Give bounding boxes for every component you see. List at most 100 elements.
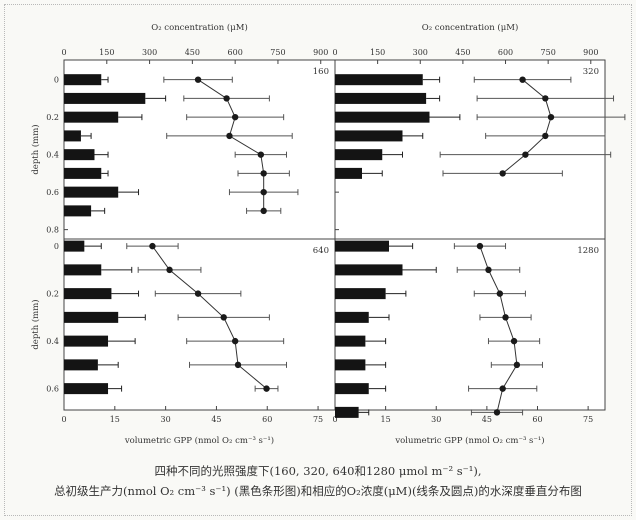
gpp-bar xyxy=(335,149,382,160)
o2-point xyxy=(499,170,505,176)
gpp-bar xyxy=(335,336,365,347)
gpp-tick-label: 75 xyxy=(313,415,323,424)
gpp-bar xyxy=(335,312,369,323)
gpp-bar xyxy=(335,112,430,123)
o2-point xyxy=(232,114,238,120)
o2-axis-label: O₂ concentration (μM) xyxy=(422,22,519,33)
o2-tick-label: 150 xyxy=(99,48,114,57)
panel-label-320: 320 xyxy=(583,67,599,77)
panel-label-1280: 1280 xyxy=(577,246,599,256)
gpp-bar xyxy=(335,383,369,394)
y-tick-label: 0.4 xyxy=(46,151,59,160)
y-tick-label: 0 xyxy=(54,76,59,85)
o2-point xyxy=(485,267,491,273)
gpp-bar xyxy=(64,359,98,370)
o2-point xyxy=(149,243,155,249)
y-tick-label: 0.6 xyxy=(46,385,59,394)
gpp-bar xyxy=(335,74,423,85)
gpp-tick-label: 60 xyxy=(262,415,272,424)
gpp-bar xyxy=(335,407,359,418)
gpp-axis-label: volumetric GPP (nmol O₂ cm⁻³ s⁻¹) xyxy=(394,435,544,446)
gpp-bar xyxy=(335,93,426,104)
o2-tick-label: 600 xyxy=(498,48,513,57)
gpp-bar xyxy=(64,288,111,299)
gpp-bar xyxy=(64,312,118,323)
y-axis-label: depth (mm) xyxy=(30,124,41,174)
o2-axis-label: O₂ concentration (μM) xyxy=(151,22,248,33)
o2-tick-label: 900 xyxy=(313,48,328,57)
gpp-tick-label: 15 xyxy=(110,415,120,424)
gpp-bar xyxy=(64,264,101,275)
gpp-tick-label: 75 xyxy=(583,415,593,424)
gpp-bar xyxy=(64,205,91,216)
o2-tick-label: 600 xyxy=(228,48,243,57)
o2-point xyxy=(502,314,508,320)
gpp-bar xyxy=(64,383,108,394)
gpp-bar xyxy=(335,241,389,252)
o2-point xyxy=(226,133,232,139)
gpp-tick-label: 0 xyxy=(61,415,66,424)
gpp-bar xyxy=(64,112,118,123)
o2-tick-label: 750 xyxy=(541,48,556,57)
gpp-tick-label: 30 xyxy=(431,415,441,424)
gpp-tick-label: 45 xyxy=(211,415,221,424)
o2-point xyxy=(514,362,520,368)
o2-point xyxy=(221,314,227,320)
y-tick-label: 0.8 xyxy=(46,226,59,235)
gpp-bar xyxy=(64,149,94,160)
o2-point xyxy=(166,267,172,273)
o2-tick-label: 0 xyxy=(61,48,66,57)
o2-tick-label: 450 xyxy=(185,48,200,57)
o2-point xyxy=(263,385,269,391)
o2-point xyxy=(260,208,266,214)
o2-point xyxy=(548,114,554,120)
gpp-bar xyxy=(335,359,365,370)
o2-point xyxy=(260,189,266,195)
o2-tick-label: 0 xyxy=(332,48,337,57)
o2-point xyxy=(542,133,548,139)
o2-tick-label: 750 xyxy=(270,48,285,57)
o2-point xyxy=(195,76,201,82)
o2-point xyxy=(260,170,266,176)
o2-point xyxy=(232,338,238,344)
gpp-bar xyxy=(335,130,403,141)
o2-point xyxy=(195,290,201,296)
gpp-tick-label: 45 xyxy=(482,415,492,424)
y-tick-label: 0.2 xyxy=(46,290,59,299)
o2-point xyxy=(477,243,483,249)
o2-point xyxy=(499,385,505,391)
gpp-bar xyxy=(64,93,145,104)
caption-line-2: 总初级生产力(nmol O₂ cm⁻³ s⁻¹) (黑色条形图)和相应的O₂浓度… xyxy=(0,484,636,499)
o2-point xyxy=(494,409,500,415)
o2-tick-label: 450 xyxy=(455,48,470,57)
y-tick-label: 0.4 xyxy=(46,337,59,346)
o2-point xyxy=(223,95,229,101)
gpp-bar xyxy=(64,241,84,252)
y-tick-label: 0 xyxy=(54,242,59,251)
gpp-bar xyxy=(64,74,101,85)
o2-point xyxy=(235,362,241,368)
gpp-bar xyxy=(64,336,108,347)
o2-tick-label: 900 xyxy=(583,48,598,57)
gpp-axis-label: volumetric GPP (nmol O₂ cm⁻³ s⁻¹) xyxy=(124,435,274,446)
gpp-bar xyxy=(335,288,386,299)
gpp-tick-label: 15 xyxy=(381,415,391,424)
gpp-tick-label: 60 xyxy=(532,415,542,424)
gpp-bar xyxy=(64,168,101,179)
y-tick-label: 0.2 xyxy=(46,113,59,122)
y-tick-label: 0.6 xyxy=(46,188,59,197)
gpp-bar xyxy=(335,168,362,179)
o2-point xyxy=(522,151,528,157)
panel-label-640: 640 xyxy=(313,246,329,256)
o2-point xyxy=(511,338,517,344)
gpp-bar xyxy=(335,264,403,275)
o2-tick-label: 300 xyxy=(413,48,428,57)
gpp-tick-label: 30 xyxy=(161,415,171,424)
y-axis-label: depth (mm) xyxy=(30,299,41,349)
o2-tick-label: 150 xyxy=(370,48,385,57)
o2-point xyxy=(519,76,525,82)
o2-tick-label: 300 xyxy=(142,48,157,57)
o2-point xyxy=(497,290,503,296)
gpp-bar xyxy=(64,130,81,141)
